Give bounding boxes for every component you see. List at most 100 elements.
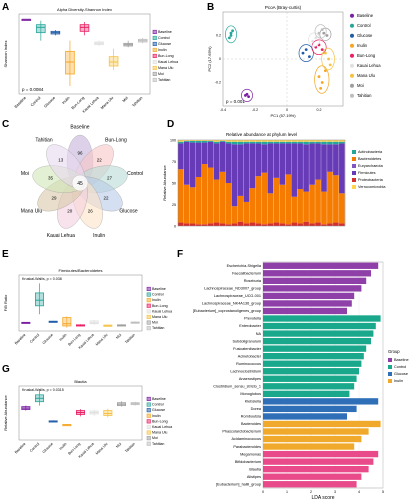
- y-tick-1: 25: [172, 203, 176, 207]
- legend-label-mana-ulu: Mana Ulu: [152, 315, 167, 319]
- legend-swatch-glucose: [152, 41, 157, 47]
- lda-bar-roseburia: [263, 277, 367, 284]
- point-glucose: [301, 51, 305, 55]
- x-tick-moi: Moi: [122, 96, 129, 103]
- petal-value-inulin: 26: [88, 209, 94, 214]
- bar-segment-firmicutes: [225, 143, 232, 183]
- point-glucose: [308, 55, 311, 59]
- ellipse-glucose: [298, 44, 314, 62]
- bar-segment-bacteroidetes: [315, 179, 321, 223]
- bar-segment-proteobacteria: [339, 223, 345, 226]
- chart-title: Relative abundance at phylum level: [226, 132, 297, 137]
- ellipse-baseline: [241, 88, 253, 102]
- legend-swatch-kauai-lehua: [146, 309, 151, 314]
- bar-segment-actinobacteria: [183, 140, 190, 142]
- x-tick-baseline: Baseline: [14, 333, 27, 346]
- bar-segment-verrucomicrobia: [183, 140, 190, 141]
- legend-label-glucose: Glucose: [357, 33, 373, 38]
- bar-segment-firmicutes: [315, 143, 321, 180]
- y-axis-label: Shannon Index: [3, 41, 8, 68]
- bar-segment-actinobacteria: [321, 141, 327, 145]
- y-tick-2: -0.2: [215, 81, 221, 85]
- x-tick-0: 0: [262, 490, 264, 494]
- panel-g-boxplot: Blautia Relative Abundance Kruskal-Wallis,…: [3, 379, 172, 459]
- petal-label-tahitian: Tahitian: [35, 138, 52, 144]
- legend-swatch-mana-ulu: [350, 73, 354, 78]
- x-tick-4: 4: [358, 490, 360, 494]
- legend-label-kauai-lehua: Kauai Lehua: [152, 425, 172, 429]
- legend-swatch-moi: [350, 83, 354, 88]
- panel-f-lda: 0 1 2 3 4 5 LDA score Escherichia-Shigella Faeca…: [193, 261, 409, 500]
- legend-label-inulin: Inulin: [158, 48, 167, 52]
- bar-segment-proteobacteria: [255, 223, 262, 226]
- bar-segment-verrucomicrobia: [178, 140, 184, 142]
- bar-segment-proteobacteria: [303, 221, 309, 226]
- y-axis-label: Relative Abundance: [162, 164, 167, 200]
- legend-label-kauai-lehua: Kauai Lehua: [158, 60, 178, 64]
- x-tick-mana-ulu: Mana Ulu: [95, 333, 109, 347]
- bar-segment-verrucomicrobia: [309, 140, 315, 142]
- legend-label-moi: Moi: [357, 83, 364, 88]
- bar-segment-actinobacteria: [273, 141, 280, 144]
- legend-swatch-mana-ulu: [146, 314, 151, 320]
- lda-label-blautia: Blautia: [249, 467, 261, 471]
- point-tahitian: [317, 31, 321, 35]
- bar-segment-firmicutes: [183, 141, 190, 185]
- point-kauai-lehua: [314, 36, 318, 40]
- lda-bar-lachnospiraceae-nk4a136-group: [263, 300, 352, 307]
- bar-segment-actinobacteria: [255, 141, 262, 144]
- bar-segment-verrucomicrobia: [327, 140, 333, 142]
- lda-label-enterobacter: Enterobacter: [239, 324, 261, 328]
- bar-segment-proteobacteria: [297, 223, 303, 226]
- lda-label-alistipes: Alistipes: [247, 475, 261, 479]
- bar-segment-proteobacteria: [321, 224, 327, 226]
- legend-swatch-inulin: [152, 47, 157, 53]
- box-mana-ulu: [108, 56, 119, 67]
- plot-frame: [18, 274, 143, 332]
- lda-label-romboutsia: Romboutsia: [241, 415, 262, 419]
- ellipse-bun-long: [311, 39, 327, 55]
- lda-bar-faecalibacterium: [263, 270, 371, 277]
- bar-segment-verrucomicrobia: [285, 140, 292, 142]
- lda-bar-lachnospiraceae-ucg-001: [263, 292, 355, 300]
- lda-bar-fusicatenibacter: [263, 345, 367, 352]
- legend-label-tahitian: Tahitian: [158, 78, 170, 82]
- lda-label-parabacteroides: Parabacteroides: [233, 445, 261, 449]
- bar-segment-verrucomicrobia: [315, 140, 321, 142]
- lda-label-eubacterium-coprostanoligenes-group: [Eubacterium]_coprostanoligenes_group: [193, 309, 261, 313]
- lda-label-lachnospiraceae-nd3007-group: Lachnospiraceae_ND3007_group: [204, 287, 261, 291]
- chart-title: Blautia: [74, 379, 87, 384]
- chart-title: Firmicutes/Bacteroidetes: [58, 268, 102, 273]
- bar-segment-verrucomicrobia: [261, 140, 268, 142]
- x-tick-control: Control: [29, 333, 40, 344]
- bar-segment-bacteroidetes: [237, 195, 244, 222]
- bar-segment-proteobacteria: [207, 223, 214, 226]
- panel-label-e: E: [2, 249, 9, 260]
- lda-label-lachnospiraceae-ucg-001: Lachnospiraceae_UCG-001: [214, 294, 261, 298]
- x-tick-1: 1: [286, 490, 288, 494]
- legend-swatch-control: [146, 402, 151, 407]
- bar-segment-actinobacteria: [303, 141, 309, 145]
- bar-segment-firmicutes: [249, 143, 256, 189]
- plot-frame: [18, 385, 143, 441]
- bar-segment-proteobacteria: [237, 221, 244, 226]
- lda-bar-monoglobus: [263, 390, 350, 397]
- legend-swatch-mana-ulu: [146, 430, 151, 435]
- bar-segment-actinobacteria: [189, 140, 196, 143]
- bar-segment-bacteroidetes: [243, 201, 250, 224]
- lda-label-na: NA: [256, 332, 262, 336]
- lda-bar-romboutsia: [263, 413, 347, 420]
- bar-segment-verrucomicrobia: [189, 140, 196, 141]
- ellipse-kauai-lehua: [308, 32, 321, 47]
- lda-label-prevotella: Prevotella: [244, 317, 262, 321]
- legend-swatch-actinobacteria: [352, 150, 356, 154]
- bar-segment-firmicutes: [237, 144, 244, 196]
- bar-segment-firmicutes: [309, 143, 315, 185]
- bar-segment-proteobacteria: [189, 223, 196, 226]
- legend-label-bun-long: Bun-Long: [152, 304, 168, 308]
- panel-e-boxplot: Firmicutes/Bacteroidetes F/B Ratio Kruskal…: [3, 268, 172, 350]
- bar-segment-firmicutes: [189, 142, 196, 188]
- lda-bar-anaerostipes: [263, 375, 357, 382]
- plot-frame: [177, 139, 346, 227]
- legend-label-baseline: Baseline: [158, 30, 172, 34]
